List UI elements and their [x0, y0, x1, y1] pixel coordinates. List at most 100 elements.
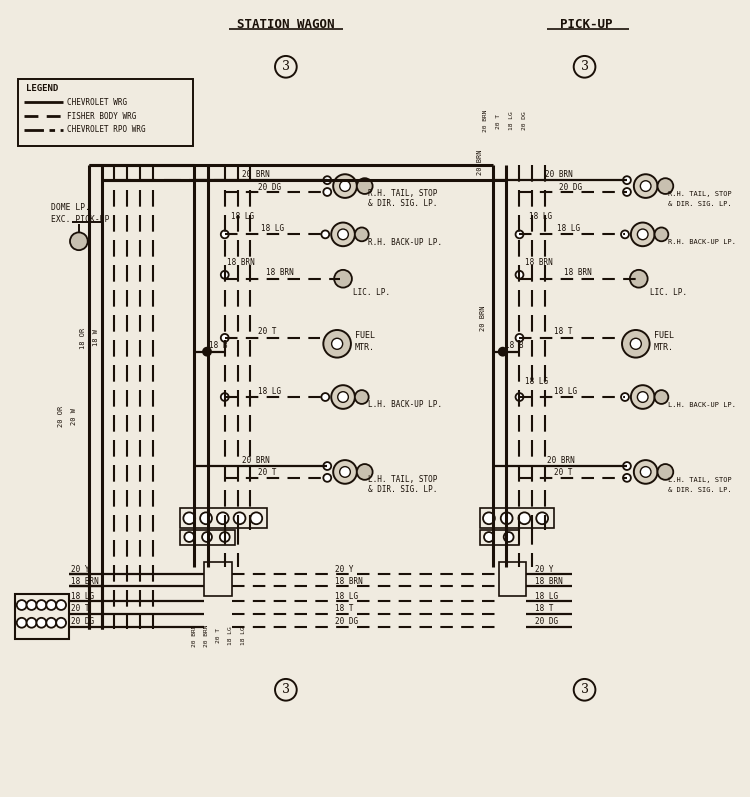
Text: 20 DG: 20 DG: [258, 183, 281, 191]
Circle shape: [332, 385, 355, 409]
Text: LIC. LP.: LIC. LP.: [650, 288, 686, 297]
Circle shape: [334, 270, 352, 288]
Circle shape: [638, 391, 648, 402]
Text: 18 LG: 18 LG: [335, 591, 358, 601]
Text: 20 Y: 20 Y: [536, 565, 554, 574]
Text: 18 T: 18 T: [554, 328, 572, 336]
Circle shape: [217, 512, 229, 524]
Text: 20 BRN: 20 BRN: [203, 624, 208, 647]
Circle shape: [333, 460, 357, 484]
Text: 18 LG: 18 LG: [261, 224, 284, 233]
Text: R.H. TAIL, STOP: R.H. TAIL, STOP: [368, 190, 437, 198]
Text: 18 T: 18 T: [536, 604, 554, 614]
Text: R.H. BACK-UP LP.: R.H. BACK-UP LP.: [668, 239, 736, 245]
Circle shape: [323, 188, 332, 196]
Text: 18 LG: 18 LG: [241, 626, 246, 645]
Circle shape: [56, 600, 66, 610]
Circle shape: [515, 271, 523, 279]
Circle shape: [515, 334, 523, 342]
Circle shape: [321, 230, 329, 238]
Circle shape: [634, 460, 658, 484]
Circle shape: [321, 393, 329, 401]
Text: 18 BRN: 18 BRN: [226, 258, 254, 268]
Text: 18 LG: 18 LG: [526, 377, 548, 386]
Circle shape: [251, 512, 262, 524]
Text: MTR.: MTR.: [355, 344, 375, 352]
Circle shape: [332, 338, 343, 349]
Circle shape: [37, 618, 46, 628]
Text: L.H. TAIL, STOP: L.H. TAIL, STOP: [668, 477, 732, 483]
Text: MTR.: MTR.: [653, 344, 674, 352]
Circle shape: [655, 390, 668, 404]
Text: LIC. LP.: LIC. LP.: [353, 288, 390, 297]
Circle shape: [338, 229, 348, 240]
Text: 20 BRN: 20 BRN: [480, 305, 486, 331]
Text: FISHER BODY WRG: FISHER BODY WRG: [67, 112, 136, 120]
Circle shape: [658, 464, 674, 480]
Text: 20 BRN: 20 BRN: [192, 624, 196, 647]
Circle shape: [333, 175, 357, 198]
Circle shape: [16, 618, 26, 628]
Circle shape: [220, 230, 229, 238]
Text: L.H. BACK-UP LP.: L.H. BACK-UP LP.: [668, 402, 736, 408]
Circle shape: [70, 233, 88, 250]
Text: & DIR. SIG. LP.: & DIR. SIG. LP.: [668, 201, 732, 206]
Text: FUEL: FUEL: [653, 332, 674, 340]
Circle shape: [203, 347, 211, 355]
Bar: [480, 508, 554, 528]
Bar: [18, 79, 194, 146]
Circle shape: [623, 474, 631, 482]
Text: 20 Y: 20 Y: [71, 565, 89, 574]
Text: 20 T: 20 T: [554, 469, 572, 477]
Text: 20 DG: 20 DG: [335, 617, 358, 626]
Circle shape: [655, 227, 668, 241]
Circle shape: [638, 229, 648, 240]
Text: 18 LG: 18 LG: [554, 387, 577, 395]
Circle shape: [357, 464, 373, 480]
Circle shape: [340, 466, 350, 477]
Circle shape: [536, 512, 548, 524]
Circle shape: [323, 474, 332, 482]
Text: 18 BRN: 18 BRN: [335, 577, 363, 586]
Text: 20 OR: 20 OR: [58, 406, 64, 427]
Text: 18 W: 18 W: [92, 329, 98, 347]
Text: & DIR. SIG. LP.: & DIR. SIG. LP.: [668, 487, 732, 493]
Circle shape: [658, 179, 674, 194]
Text: 18 B: 18 B: [505, 341, 524, 350]
Text: R.H. BACK-UP LP.: R.H. BACK-UP LP.: [368, 238, 442, 247]
Circle shape: [357, 179, 373, 194]
Text: 20 T: 20 T: [258, 328, 277, 336]
Text: 18 B: 18 B: [209, 341, 227, 350]
Text: 18 OR: 18 OR: [80, 328, 86, 348]
Text: 20 BRN: 20 BRN: [547, 456, 574, 465]
Circle shape: [630, 270, 648, 288]
Circle shape: [220, 334, 229, 342]
Circle shape: [233, 512, 245, 524]
Circle shape: [338, 391, 348, 402]
Text: 18 LG: 18 LG: [231, 212, 254, 221]
Circle shape: [631, 222, 655, 246]
Text: L.H. BACK-UP LP.: L.H. BACK-UP LP.: [368, 400, 442, 410]
Circle shape: [355, 390, 369, 404]
Circle shape: [323, 176, 332, 184]
Text: 18 BRN: 18 BRN: [526, 258, 554, 268]
Text: 20 T: 20 T: [258, 469, 277, 477]
Circle shape: [623, 176, 631, 184]
Circle shape: [518, 512, 530, 524]
Text: FUEL: FUEL: [355, 332, 375, 340]
Text: 18 LG: 18 LG: [509, 112, 514, 131]
Bar: [480, 530, 520, 545]
Circle shape: [484, 532, 494, 542]
Circle shape: [623, 188, 631, 196]
Circle shape: [26, 618, 37, 628]
Text: 18 BRN: 18 BRN: [564, 269, 592, 277]
Circle shape: [220, 532, 230, 542]
Text: 20 W: 20 W: [71, 408, 77, 426]
Text: 20 Y: 20 Y: [335, 565, 354, 574]
Text: 3: 3: [282, 683, 290, 697]
Circle shape: [515, 393, 523, 401]
Circle shape: [515, 230, 523, 238]
Text: 20 T: 20 T: [216, 628, 221, 643]
Circle shape: [220, 393, 229, 401]
Circle shape: [323, 330, 351, 358]
